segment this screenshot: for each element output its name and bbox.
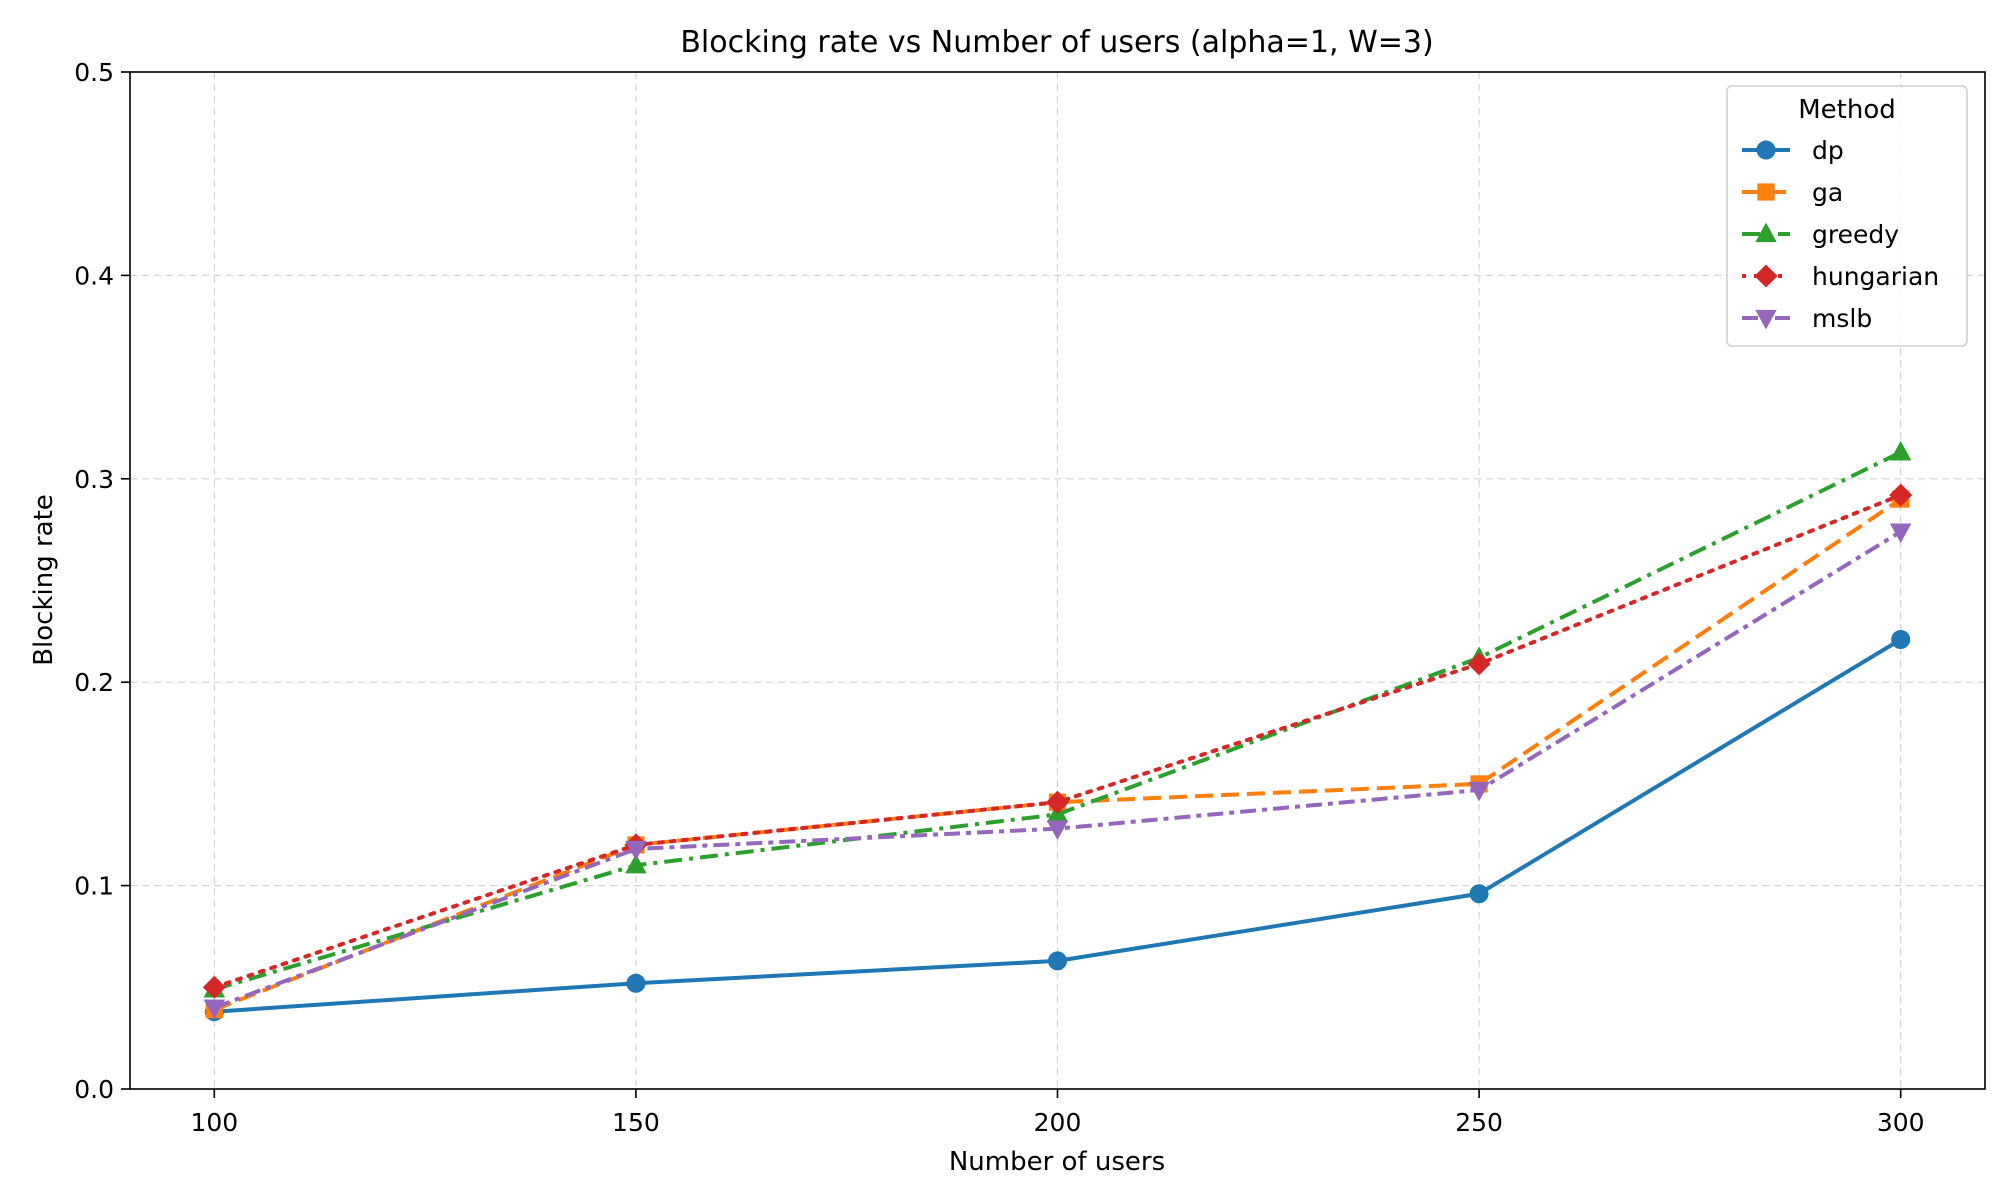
series-layer bbox=[202, 440, 1913, 1022]
y-tick-label: 0.4 bbox=[74, 261, 114, 290]
chart-title: Blocking rate vs Number of users (alpha=… bbox=[680, 25, 1433, 60]
x-tick-label: 100 bbox=[190, 1108, 238, 1137]
series-hungarian bbox=[202, 483, 1913, 999]
x-tick-label: 200 bbox=[1034, 1108, 1082, 1137]
legend-label-hungarian: hungarian bbox=[1812, 262, 1939, 291]
series-dp bbox=[204, 629, 1911, 1022]
data-point-greedy bbox=[1889, 440, 1912, 461]
data-point-mslb bbox=[1889, 523, 1912, 544]
data-point-dp bbox=[1048, 951, 1067, 971]
legend-label-mslb: mslb bbox=[1812, 304, 1872, 333]
legend-marker-greedy bbox=[1755, 222, 1777, 243]
legend-label-dp: dp bbox=[1812, 136, 1844, 165]
y-tick-label: 0.3 bbox=[74, 465, 114, 494]
data-point-dp bbox=[1469, 884, 1489, 904]
legend-item-dp: dp bbox=[1742, 136, 1844, 165]
legend-item-ga: ga bbox=[1742, 178, 1843, 207]
y-tick-label: 0.5 bbox=[74, 58, 114, 87]
x-tick-label: 250 bbox=[1455, 1108, 1503, 1137]
legend-marker-mslb bbox=[1755, 309, 1777, 330]
legend-marker-hungarian bbox=[1754, 264, 1778, 288]
y-tick-label: 0.0 bbox=[74, 1075, 114, 1104]
x-tick-label: 150 bbox=[612, 1108, 660, 1137]
data-point-mslb bbox=[1046, 820, 1069, 841]
y-axis-label: Blocking rate bbox=[29, 494, 59, 666]
legend-marker-ga bbox=[1757, 183, 1775, 201]
data-point-hungarian bbox=[1467, 652, 1491, 676]
legend-label-ga: ga bbox=[1812, 178, 1843, 207]
data-point-hungarian bbox=[202, 975, 226, 999]
legend: Method dp ga greedy hungarian mslb bbox=[1726, 85, 1968, 347]
x-axis-label: Number of users bbox=[949, 1147, 1165, 1177]
data-point-hungarian bbox=[1889, 483, 1913, 507]
x-axis: 100 150 200 250 300 bbox=[190, 1089, 1925, 1137]
series-mslb bbox=[203, 523, 1912, 1020]
x-tick-label: 300 bbox=[1877, 1108, 1925, 1137]
legend-label-greedy: greedy bbox=[1812, 220, 1899, 249]
legend-items: dp ga greedy hungarian mslb bbox=[1742, 136, 1939, 333]
data-point-mslb bbox=[625, 840, 647, 861]
legend-item-greedy: greedy bbox=[1742, 220, 1899, 249]
y-tick-label: 0.2 bbox=[74, 668, 114, 697]
legend-title: Method bbox=[1798, 95, 1896, 125]
data-point-dp bbox=[1891, 629, 1911, 649]
data-point-dp bbox=[626, 973, 646, 993]
y-axis: 0.0 0.1 0.2 0.3 0.4 0.5 bbox=[74, 58, 130, 1104]
data-point-mslb bbox=[1468, 781, 1490, 802]
legend-marker-dp bbox=[1756, 140, 1776, 160]
data-point-greedy bbox=[625, 853, 647, 874]
legend-item-mslb: mslb bbox=[1742, 304, 1872, 333]
data-point-hungarian bbox=[1045, 790, 1070, 814]
legend-item-hungarian: hungarian bbox=[1742, 262, 1939, 291]
data-point-mslb bbox=[203, 999, 226, 1020]
y-tick-label: 0.1 bbox=[74, 872, 114, 901]
